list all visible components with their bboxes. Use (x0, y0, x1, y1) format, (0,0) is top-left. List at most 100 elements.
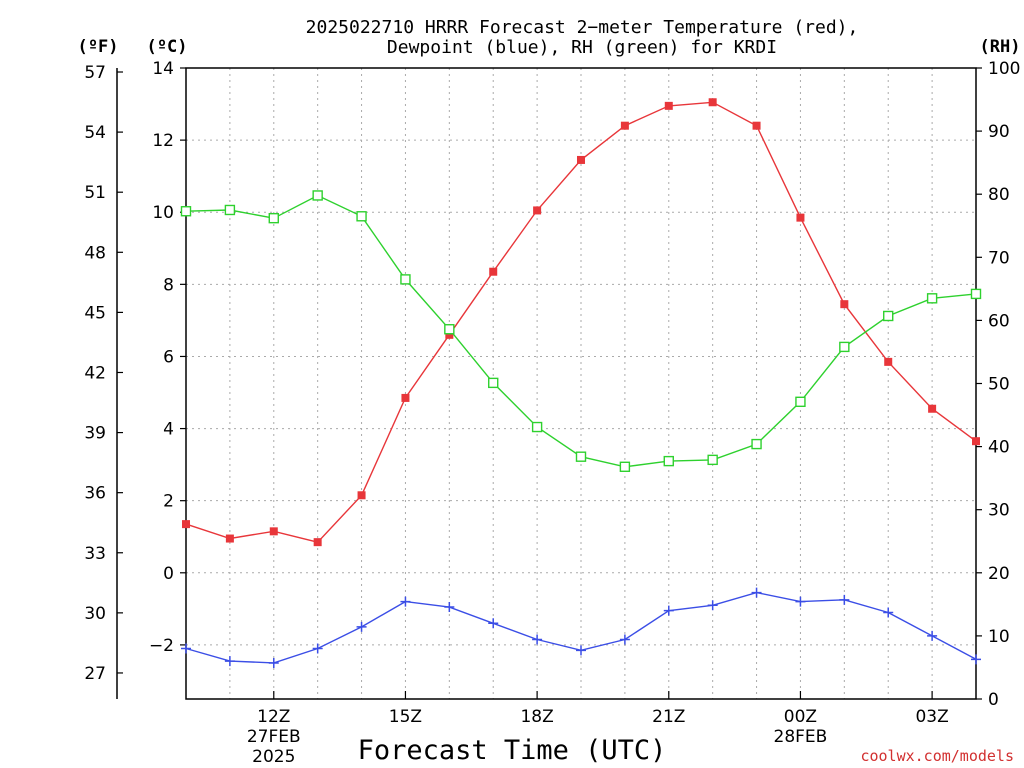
rh-tick-label: 100 (988, 59, 1020, 79)
rh-tick-label: 30 (988, 501, 1010, 521)
data-point (532, 634, 543, 645)
data-point (707, 600, 718, 611)
chart-title-line-1: 2025022710 HRRR Forecast 2−meter Tempera… (306, 17, 859, 38)
x-tick-label: 00Z (784, 707, 817, 727)
series-group (181, 587, 981, 668)
x-axis-title: Forecast Time (UTC) (358, 735, 667, 766)
data-point (577, 155, 585, 164)
chart-title-line-2: Dewpoint (blue), RH (green) for KRDI (387, 37, 777, 58)
data-point (576, 645, 586, 656)
fahrenheit-tick-label: 42 (84, 363, 106, 383)
rh-tick-label: 40 (988, 438, 1010, 458)
celsius-tick-label: 4 (163, 420, 174, 440)
data-point (928, 404, 937, 413)
celsius-unit-label: (ºC) (147, 37, 188, 57)
data-point (663, 605, 674, 616)
data-point (445, 330, 454, 339)
data-point (488, 377, 499, 389)
celsius-tick-label: 8 (163, 275, 174, 295)
data-point (488, 618, 499, 629)
data-point (575, 451, 587, 462)
data-point (400, 274, 411, 285)
data-point (620, 121, 629, 130)
celsius-tick-label: 14 (152, 59, 174, 79)
source-credit: coolwx.com/models (860, 747, 1014, 765)
x-tick-label: 18Z (520, 707, 553, 727)
data-point (795, 396, 806, 407)
celsius-tick-label: 0 (163, 564, 174, 584)
data-point (224, 204, 236, 216)
data-point (225, 534, 234, 543)
fahrenheit-tick-label: 36 (84, 484, 106, 504)
data-point (926, 293, 938, 304)
data-point (619, 634, 630, 645)
rh-tick-label: 80 (988, 185, 1010, 205)
data-point (839, 594, 850, 605)
celsius-tick-label: 10 (152, 203, 174, 223)
data-point (357, 491, 366, 500)
x-tick-label: 03Z (915, 707, 948, 727)
series-group (180, 190, 982, 472)
data-point (182, 520, 190, 529)
series-layer (180, 98, 982, 668)
data-point (927, 630, 938, 641)
fahrenheit-unit-label: (ºF) (78, 37, 119, 57)
data-point (883, 607, 894, 618)
x-date-label: 2025 (252, 747, 295, 767)
rh-unit-label: (RH) (980, 37, 1021, 57)
data-point (751, 438, 762, 450)
data-point (752, 121, 761, 130)
data-point (884, 357, 893, 366)
celsius-tick-label: −2 (149, 636, 174, 656)
data-point (664, 101, 673, 110)
data-point (489, 267, 498, 276)
fahrenheit-tick-label: 57 (84, 63, 106, 83)
data-point (971, 654, 981, 665)
fahrenheit-tick-label: 48 (84, 243, 106, 263)
data-point (444, 324, 455, 335)
fahrenheit-tick-label: 30 (84, 604, 106, 624)
data-point (312, 643, 323, 654)
rh-tick-label: 70 (988, 248, 1010, 268)
data-point (883, 310, 894, 322)
data-point (619, 461, 631, 472)
x-tick-label: 12Z (257, 707, 290, 727)
rh-tick-label: 90 (988, 122, 1010, 142)
fahrenheit-tick-label: 54 (84, 123, 106, 143)
data-point (180, 206, 192, 217)
series-group (182, 98, 980, 547)
data-point (312, 190, 323, 201)
x-date-label: 27FEB (247, 727, 301, 747)
rh-tick-label: 10 (988, 627, 1010, 647)
data-point (840, 300, 849, 309)
data-point (400, 596, 411, 607)
fahrenheit-tick-label: 45 (84, 303, 106, 323)
data-point (268, 212, 279, 224)
data-point (531, 421, 543, 433)
rh-tick-label: 50 (988, 375, 1010, 395)
data-point (708, 98, 717, 107)
x-date-label: 28FEB (774, 727, 828, 747)
data-point (663, 455, 674, 467)
fahrenheit-tick-label: 39 (84, 424, 106, 444)
fahrenheit-tick-label: 27 (84, 664, 106, 684)
celsius-tick-label: 2 (163, 492, 174, 512)
data-point (313, 538, 322, 547)
data-point (533, 206, 542, 215)
rh-tick-label: 0 (988, 690, 999, 710)
data-point (356, 211, 367, 222)
data-point (444, 602, 455, 613)
data-point (707, 454, 718, 466)
fahrenheit-tick-label: 33 (84, 544, 106, 564)
fahrenheit-tick-label: 51 (84, 183, 106, 203)
x-tick-label: 21Z (652, 707, 685, 727)
data-point (356, 621, 367, 632)
axes: 14121086420−2575451484542393633302710090… (84, 59, 1020, 767)
data-point (751, 587, 762, 598)
data-point (795, 596, 806, 607)
data-point (972, 437, 980, 446)
celsius-tick-label: 12 (152, 131, 174, 151)
data-point (401, 393, 410, 402)
data-point (839, 341, 850, 353)
